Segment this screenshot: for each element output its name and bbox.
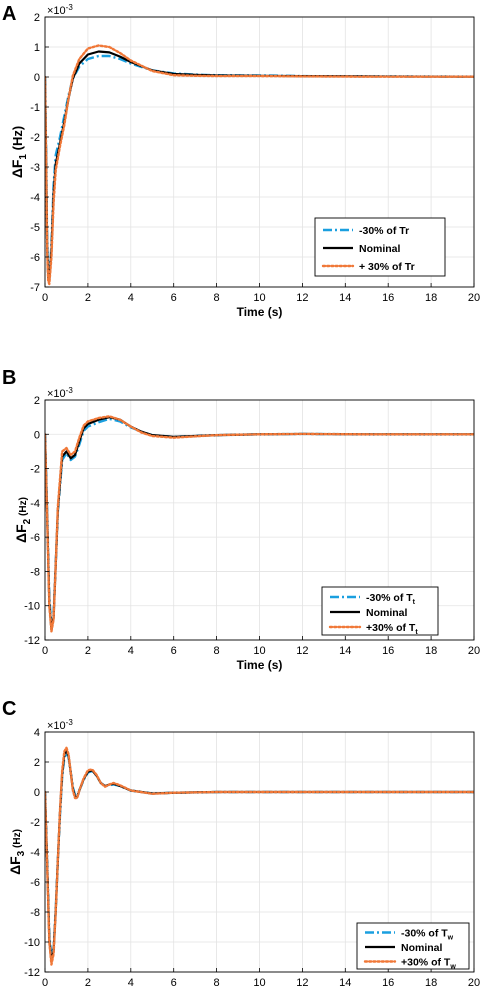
legend-label-2: Nominal [359, 243, 401, 255]
y-exponent-label: ×10-3 [47, 3, 73, 17]
x-tick-label: 10 [253, 292, 265, 304]
x-tick-label: 10 [253, 645, 265, 657]
x-tick-label: 2 [85, 292, 91, 304]
series-group [45, 415, 474, 633]
x-tick-label: 8 [214, 292, 220, 304]
y-exponent-label: ×10-3 [47, 718, 73, 732]
series-line-3 [45, 44, 474, 286]
y-axis-label: ΔF1 (Hz) [9, 126, 29, 178]
panel-letter-c: C [2, 698, 16, 720]
y-tick-label: -7 [30, 282, 40, 294]
x-tick-label: 2 [85, 977, 91, 989]
x-tick-label: 8 [214, 645, 220, 657]
x-tick-label: 0 [42, 977, 48, 989]
panel-letter-a: A [2, 3, 16, 25]
y-tick-label: -2 [30, 817, 40, 829]
y-tick-label: -12 [24, 635, 40, 647]
x-tick-label: 20 [468, 292, 480, 304]
chart-panel-c: 02468101214161820-12-10-8-6-4-2024×10-3T… [7, 718, 480, 989]
series-group [45, 746, 474, 966]
y-tick-label: -10 [24, 937, 40, 949]
x-tick-label: 6 [171, 645, 177, 657]
panel-letter-b: B [2, 367, 16, 389]
x-tick-label: 12 [296, 645, 308, 657]
x-tick-label: 6 [171, 977, 177, 989]
y-tick-label: 4 [34, 727, 40, 739]
x-tick-label: 18 [425, 292, 437, 304]
x-tick-label: 4 [128, 292, 134, 304]
y-exponent-label: ×10-3 [47, 386, 73, 400]
y-tick-label: -12 [24, 967, 40, 979]
y-tick-label: -1 [30, 102, 40, 114]
legend-label-3: +30% of Tt [366, 622, 418, 636]
y-tick-label: -6 [30, 877, 40, 889]
x-tick-label: 4 [128, 645, 134, 657]
y-tick-label: 2 [34, 395, 40, 407]
x-tick-label: 20 [468, 977, 480, 989]
y-tick-label: 2 [34, 12, 40, 24]
legend-label-3: + 30% of Tr [359, 261, 415, 273]
y-axis-label: ΔF3 (Hz) [7, 829, 27, 875]
y-tick-label: 2 [34, 757, 40, 769]
x-axis-label: Time (s) [237, 658, 283, 672]
x-tick-label: 8 [214, 977, 220, 989]
x-tick-label: 14 [339, 645, 351, 657]
series-line-3 [45, 415, 474, 633]
series-group [45, 44, 474, 286]
y-tick-label: -2 [30, 464, 40, 476]
x-tick-label: 18 [425, 645, 437, 657]
y-tick-label: -8 [30, 566, 40, 578]
legend-label-2: Nominal [366, 607, 408, 619]
y-tick-label: -6 [30, 252, 40, 264]
legend-label-1: -30% of Tr [359, 225, 409, 237]
y-tick-label: -5 [30, 222, 40, 234]
y-tick-label: 1 [34, 42, 40, 54]
x-tick-label: 14 [339, 292, 351, 304]
chart-panel-a: 0 2 4 6 8 10 12 14 16 18 20-7-6-5-4-3-2-1012×10-3T… [9, 3, 480, 319]
legend-label-2: Nominal [401, 942, 443, 954]
x-tick-label: 2 [85, 645, 91, 657]
x-tick-label: 14 [339, 977, 351, 989]
y-tick-label: -3 [30, 162, 40, 174]
x-tick-label: 10 [253, 977, 265, 989]
x-tick-label: 4 [128, 977, 134, 989]
x-tick-label: 0 [42, 292, 48, 304]
legend-label-1: -30% of Tw [401, 928, 454, 942]
x-tick-label: 18 [425, 977, 437, 989]
legend-label-3: +30% of Tw [401, 957, 456, 971]
legend: -30% of Tr Nominal + 30% of Tr [314, 217, 446, 277]
y-axis-label: ΔF2 (Hz) [13, 497, 33, 543]
x-tick-label: 0 [42, 645, 48, 657]
x-tick-label: 12 [296, 977, 308, 989]
series-line-3 [45, 746, 474, 966]
y-tick-label: -8 [30, 907, 40, 919]
y-tick-label: 0 [34, 787, 40, 799]
y-tick-label: 0 [34, 429, 40, 441]
y-tick-label: -10 [24, 601, 40, 613]
x-tick-label: 16 [382, 645, 394, 657]
x-tick-label: 20 [468, 645, 480, 657]
x-axis-label: Time (s) [237, 305, 283, 319]
legend-label-1: -30% of Tt [366, 592, 416, 606]
y-tick-label: -6 [30, 532, 40, 544]
y-tick-label: 0 [34, 72, 40, 84]
x-tick-label: 16 [382, 292, 394, 304]
x-tick-label: 16 [382, 977, 394, 989]
y-tick-label: -4 [30, 847, 40, 859]
y-tick-label: -4 [30, 192, 40, 204]
x-tick-label: 6 [171, 292, 177, 304]
x-tick-label: 12 [296, 292, 308, 304]
y-tick-label: -2 [30, 132, 40, 144]
chart-panel-b: 0 2 4 6 8 10 12 14 16 18 20 -12 -10 -8 -6 -4 -2 0 2 ×10-3 Ti… [13, 386, 480, 672]
y-tick-label: -4 [30, 498, 40, 510]
